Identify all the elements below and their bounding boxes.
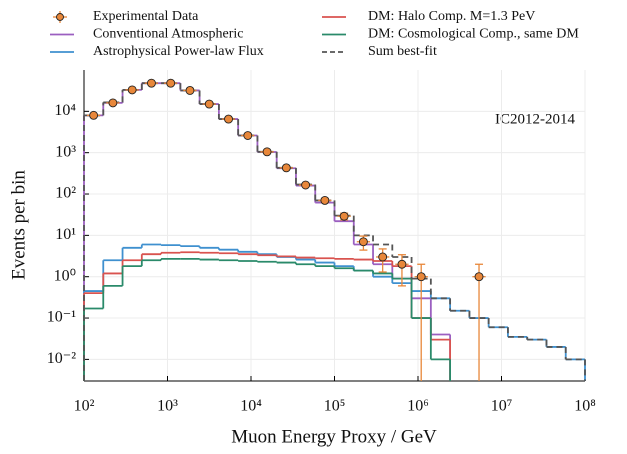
data-point: [416, 272, 426, 282]
y-tick-label: 10¹: [55, 226, 76, 243]
legend-label: Conventional Atmospheric: [93, 27, 243, 42]
y-tick-label: 10²: [55, 185, 76, 202]
data-point: [166, 78, 176, 88]
y-tick-label: 10⁰: [54, 267, 76, 284]
data-point: [358, 237, 368, 247]
data-point: [243, 131, 253, 140]
annotation: IC2012-2014: [495, 111, 575, 127]
data-point: [89, 110, 99, 120]
legend-label: Experimental Data: [93, 9, 199, 24]
data-point: [146, 78, 156, 88]
x-tick-label: 10²: [74, 398, 95, 415]
data-point: [320, 195, 330, 205]
y-tick-label: 10⁻²: [47, 350, 76, 367]
x-axis-label: Muon Energy Proxy / GeV: [231, 426, 437, 447]
data-point: [224, 114, 233, 124]
x-tick-label: 10⁵: [324, 398, 346, 415]
x-tick-label: 10⁷: [491, 398, 513, 415]
data-point: [474, 272, 484, 282]
x-tick-label: 10⁸: [574, 398, 596, 415]
data-point: [281, 163, 291, 173]
data-point: [339, 211, 349, 221]
x-tick-label: 10⁶: [407, 398, 429, 415]
x-tick-label: 10³: [157, 398, 178, 415]
data-point: [397, 259, 407, 269]
data-point: [301, 180, 311, 190]
data-point: [185, 86, 195, 95]
y-tick-label: 10³: [55, 143, 76, 160]
y-tick-label: 10⁻¹: [47, 309, 76, 326]
legend-label: Astrophysical Power-law Flux: [93, 44, 264, 59]
legend-label: Sum best-fit: [368, 44, 437, 59]
legend-label: DM: Cosmological Comp., same DM: [368, 27, 579, 42]
x-tick-label: 10⁴: [240, 398, 262, 415]
data-point: [378, 252, 388, 262]
y-tick-label: 10⁴: [54, 102, 76, 119]
y-axis-label: Events per bin: [8, 170, 29, 280]
data-point: [262, 147, 272, 157]
legend-marker: [56, 13, 64, 21]
data-point: [127, 85, 137, 95]
data-point: [108, 98, 118, 108]
data-point: [204, 99, 214, 109]
legend-label: DM: Halo Comp. M=1.3 PeV: [368, 9, 535, 24]
